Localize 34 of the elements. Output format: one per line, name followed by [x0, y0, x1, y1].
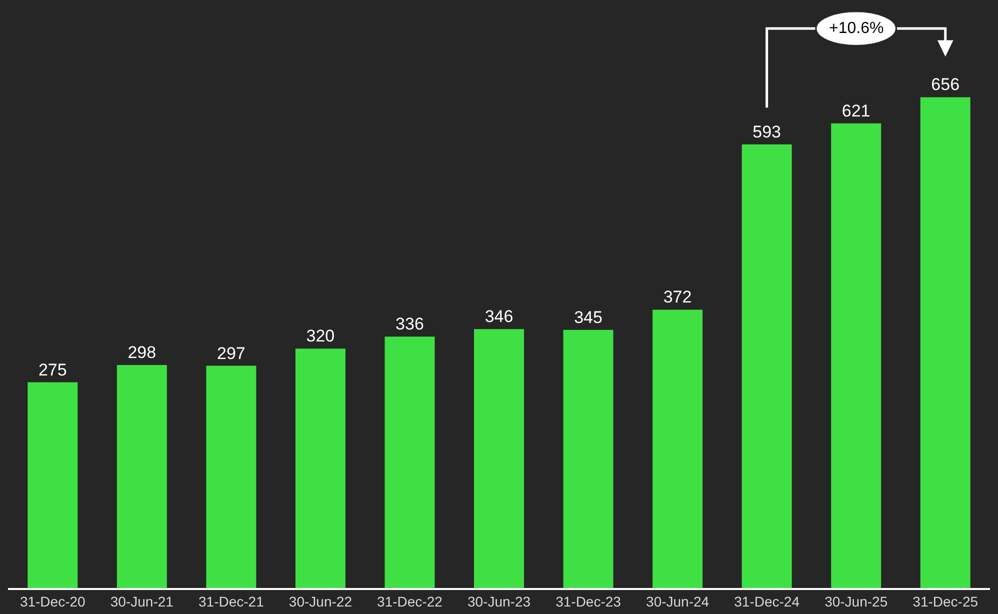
text: +10.6%: [829, 20, 884, 37]
x-tick-label: 31-Dec-21: [198, 594, 264, 610]
data-label: 297: [216, 344, 246, 363]
x-tick-label: 30-Jun-21: [110, 594, 174, 610]
x-tick-label: 30-Jun-23: [467, 594, 531, 610]
x-tick-label: 31-Dec-25: [912, 594, 978, 610]
bar: [563, 330, 614, 588]
bar: [295, 348, 346, 588]
data-label: 345: [574, 308, 602, 327]
bar: [831, 123, 882, 588]
bar: [474, 329, 524, 588]
bar: [206, 366, 256, 588]
x-tick-label: 31-Dec-20: [20, 594, 86, 610]
bar: [28, 382, 78, 588]
bar: [652, 310, 703, 588]
data-label: 593: [752, 122, 782, 142]
bar: [742, 144, 792, 588]
x-tick-label: 30-Jun-24: [646, 594, 710, 610]
bar: [920, 97, 970, 588]
data-label: 346: [484, 307, 514, 326]
bar: [116, 365, 167, 588]
data-label: 298: [128, 343, 156, 362]
x-tick-label: 30-Jun-25: [824, 594, 888, 610]
data-label: 656: [931, 75, 960, 94]
x-tick-label: 31-Dec-23: [556, 594, 622, 610]
data-label: 372: [663, 288, 692, 307]
data-label: 320: [306, 326, 335, 346]
data-label: 336: [396, 314, 424, 334]
data-label: 275: [38, 360, 67, 380]
x-tick-label: 30-Jun-22: [288, 594, 352, 610]
bar: [384, 336, 435, 588]
x-tick-label: 31-Dec-22: [377, 594, 443, 610]
data-label: 621: [842, 101, 870, 120]
x-tick-label: 31-Dec-24: [734, 594, 800, 610]
